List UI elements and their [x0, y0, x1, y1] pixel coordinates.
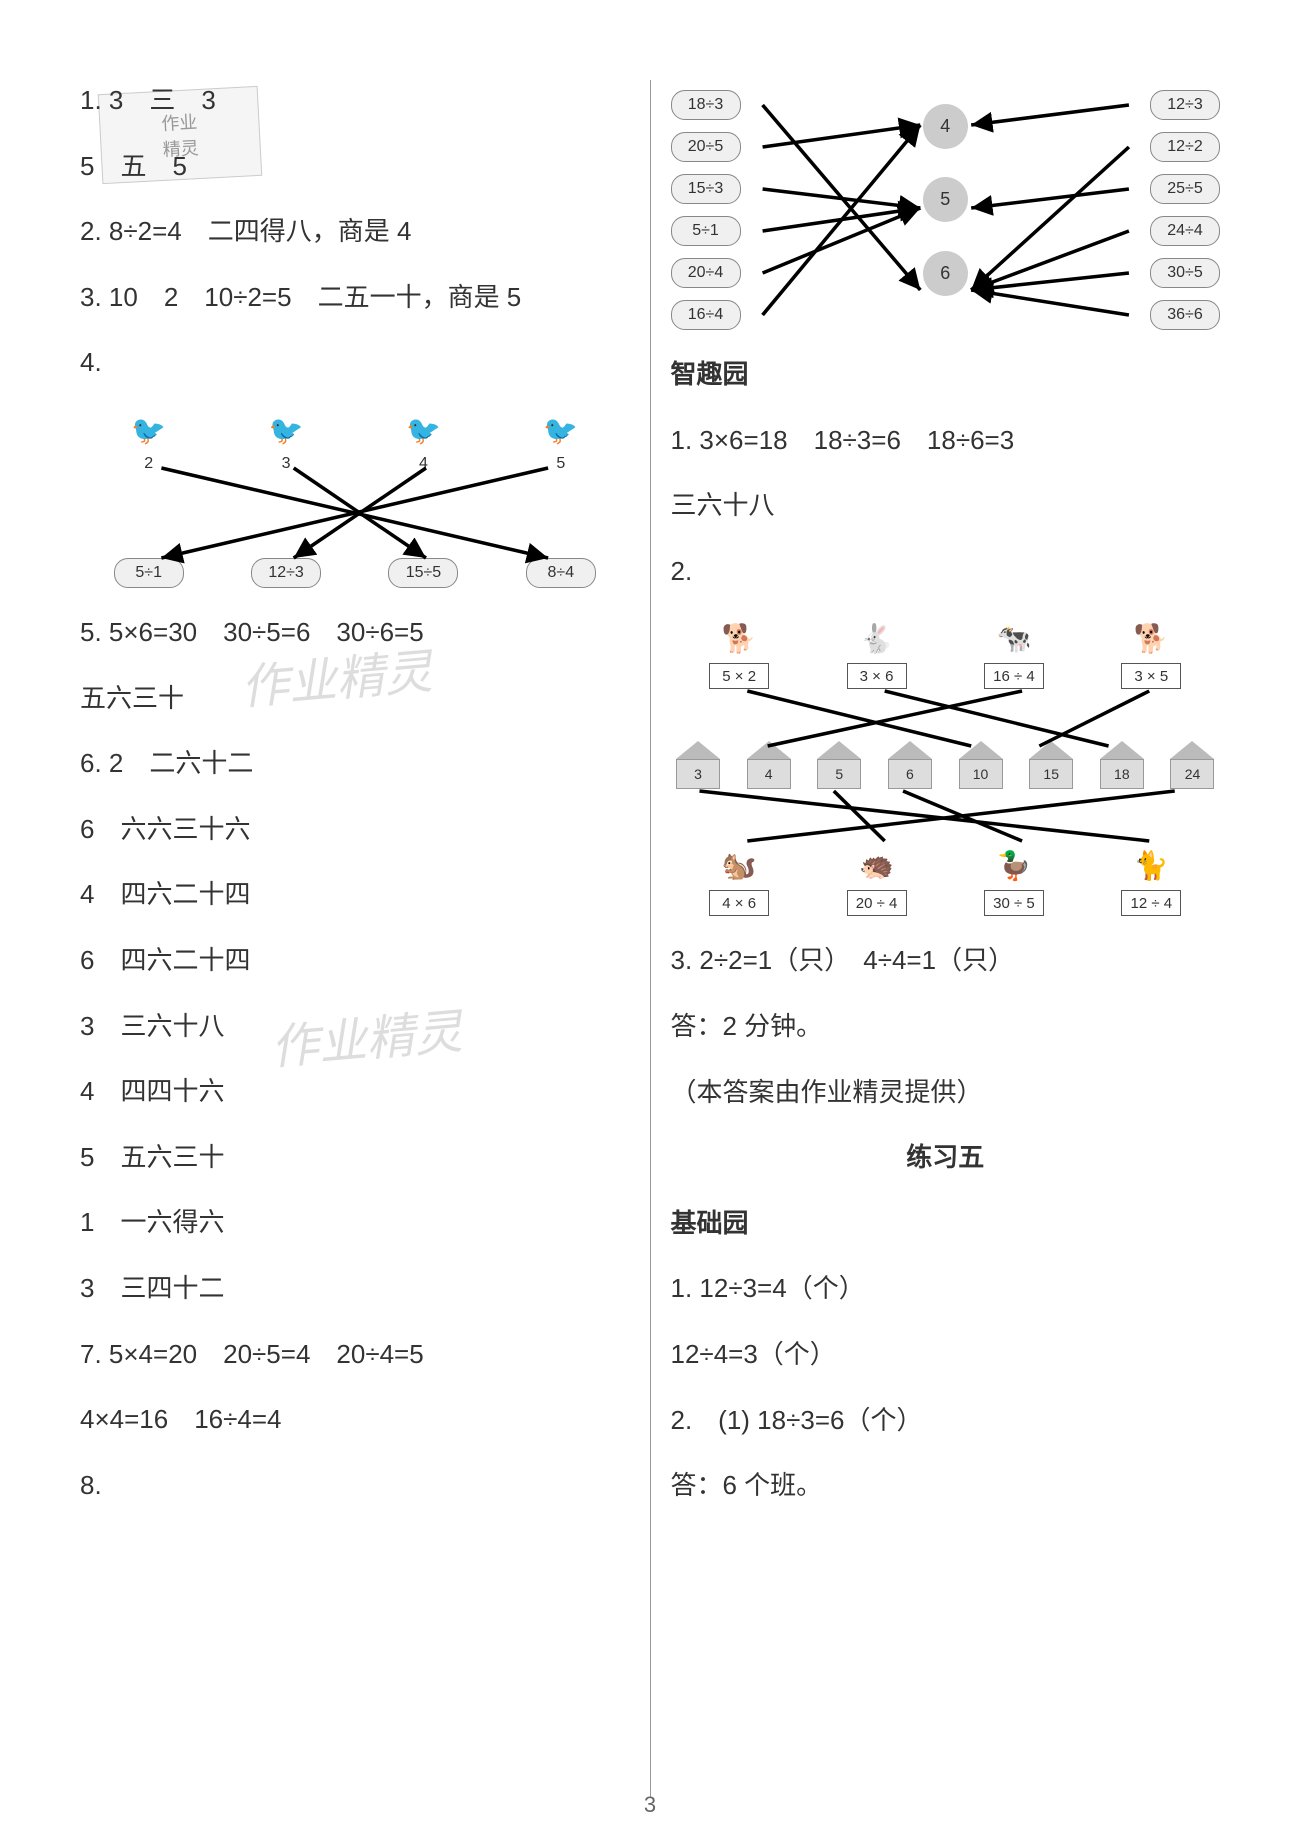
monkey-4: 4 — [923, 104, 968, 149]
dt-middle-col: 4 5 6 — [923, 90, 968, 310]
right-line-5b: 答：6 个班。 — [671, 1465, 1221, 1507]
monkey-6: 6 — [923, 251, 968, 296]
dr2-top-1: 3 × 6 — [847, 663, 907, 689]
dr2-top: 🐕5 × 2 🐇3 × 6 🐄16 ÷ 4 🐕3 × 5 — [671, 616, 1221, 689]
animal-icon: 🦔 — [852, 843, 902, 888]
dt-left-col: 18÷3 20÷5 15÷3 5÷1 20÷4 16÷4 — [671, 90, 741, 330]
bird-icon: 🐦 — [398, 408, 448, 453]
dt-right-4: 30÷5 — [1150, 258, 1220, 288]
right-line-3c: （本答案由作业精灵提供） — [671, 1072, 1221, 1114]
house-5: 15 — [1029, 759, 1073, 789]
dr2-bot-2: 30 ÷ 5 — [984, 890, 1044, 916]
heading-lianxi5: 练习五 — [671, 1137, 1221, 1179]
dt-right-3: 24÷4 — [1150, 216, 1220, 246]
left-line-7: 7. 5×4=20 20÷5=4 20÷4=5 — [80, 1334, 630, 1376]
left-line-6i: 3 三四十二 — [80, 1268, 630, 1310]
left-line-6g: 5 五六三十 — [80, 1137, 630, 1179]
monkey-5: 5 — [923, 177, 968, 222]
house-4: 10 — [959, 759, 1003, 789]
animal-icon: 🐈 — [1126, 843, 1176, 888]
heading-jichu: 基础园 — [671, 1203, 1221, 1245]
dt-left-0: 18÷3 — [671, 90, 741, 120]
left-line-5: 5. 5×6=30 30÷5=6 30÷6=5 — [80, 612, 630, 654]
bird-icon: 🐦 — [536, 408, 586, 453]
left-line-6h: 1 一六得六 — [80, 1202, 630, 1244]
d4-top-0: 2 — [144, 455, 153, 473]
d4-bot-1: 12÷3 — [251, 558, 321, 588]
dt-left-1: 20÷5 — [671, 132, 741, 162]
right-line-3: 3. 2÷2=1（只） 4÷4=1（只） — [671, 940, 1221, 982]
animal-icon: 🐕 — [714, 616, 764, 661]
diagram-q4-bottom-row: 5÷1 12÷3 15÷5 8÷4 — [80, 558, 630, 588]
left-column: 1. 3 三 3 5 五 5 2. 8÷2=4 二四得八，商是 4 3. 10 … — [60, 80, 651, 1798]
dr2-bot-1: 20 ÷ 4 — [847, 890, 907, 916]
left-line-2: 2. 8÷2=4 二四得八，商是 4 — [80, 211, 630, 253]
dr2-bot-0: 4 × 6 — [709, 890, 769, 916]
dr2-top-3: 3 × 5 — [1121, 663, 1181, 689]
diagram-q4: 🐦 2 🐦 3 🐦 4 🐦 5 5÷1 12÷3 15÷5 8÷4 — [80, 408, 630, 588]
animal-icon: 🐿️ — [714, 843, 764, 888]
dt-left-2: 15÷3 — [671, 174, 741, 204]
left-line-6c: 4 四六二十四 — [80, 874, 630, 916]
dt-right-5: 36÷6 — [1150, 300, 1220, 330]
animal-icon: 🐇 — [852, 616, 902, 661]
animal-icon: 🐄 — [989, 616, 1039, 661]
dt-right-1: 12÷2 — [1150, 132, 1220, 162]
dr2-top-0: 5 × 2 — [709, 663, 769, 689]
left-line-8: 8. — [80, 1465, 630, 1507]
d4-bot-2: 15÷5 — [388, 558, 458, 588]
animal-icon: 🦆 — [989, 843, 1039, 888]
left-line-6f: 4 四四十六 — [80, 1071, 630, 1113]
right-line-5: 2. (1) 18÷3=6（个） — [671, 1400, 1221, 1442]
dr2-top-2: 16 ÷ 4 — [984, 663, 1044, 689]
left-line-1b: 5 五 5 — [80, 146, 630, 188]
house-3: 6 — [888, 759, 932, 789]
left-line-5b: 五六三十 — [80, 678, 630, 720]
d4-bot-0: 5÷1 — [114, 558, 184, 588]
left-line-7b: 4×4=16 16÷4=4 — [80, 1399, 630, 1441]
left-line-6b: 6 六六三十六 — [80, 809, 630, 851]
dt-left-4: 20÷4 — [671, 258, 741, 288]
left-line-4: 4. — [80, 342, 630, 384]
left-line-6d: 6 四六二十四 — [80, 940, 630, 982]
diagram-r2: 🐕5 × 2 🐇3 × 6 🐄16 ÷ 4 🐕3 × 5 3 4 5 6 10 … — [671, 616, 1221, 916]
left-line-6e: 3 三六十八 — [80, 1006, 630, 1048]
house-0: 3 — [676, 759, 720, 789]
d4-bot-3: 8÷4 — [526, 558, 596, 588]
house-6: 18 — [1100, 759, 1144, 789]
bird-icon: 🐦 — [124, 408, 174, 453]
dt-right-col: 12÷3 12÷2 25÷5 24÷4 30÷5 36÷6 — [1150, 90, 1220, 330]
right-line-1: 1. 3×6=18 18÷3=6 18÷6=3 — [671, 420, 1221, 462]
page-number: 3 — [644, 1792, 656, 1818]
dt-left-3: 5÷1 — [671, 216, 741, 246]
right-column: 18÷3 20÷5 15÷3 5÷1 20÷4 16÷4 4 5 6 12÷3 … — [651, 80, 1241, 1798]
left-line-3: 3. 10 2 10÷2=5 二五一十，商是 5 — [80, 277, 630, 319]
right-line-2: 2. — [671, 551, 1221, 593]
diagram-top: 18÷3 20÷5 15÷3 5÷1 20÷4 16÷4 4 5 6 12÷3 … — [671, 90, 1221, 330]
left-line-1: 1. 3 三 3 — [80, 80, 630, 122]
d4-top-2: 4 — [419, 455, 428, 473]
d4-top-1: 3 — [282, 455, 291, 473]
bird-icon: 🐦 — [261, 408, 311, 453]
dt-right-2: 25÷5 — [1150, 174, 1220, 204]
diagram-q4-top-row: 🐦 2 🐦 3 🐦 4 🐦 5 — [80, 408, 630, 473]
house-1: 4 — [747, 759, 791, 789]
heading-zhiqu: 智趣园 — [671, 354, 1221, 396]
right-line-1b: 三六十八 — [671, 485, 1221, 527]
dr2-bottom: 🐿️4 × 6 🦔20 ÷ 4 🦆30 ÷ 5 🐈12 ÷ 4 — [671, 843, 1221, 916]
house-7: 24 — [1170, 759, 1214, 789]
right-line-3b: 答：2 分钟。 — [671, 1006, 1221, 1048]
left-line-6: 6. 2 二六十二 — [80, 743, 630, 785]
page-container: 1. 3 三 3 5 五 5 2. 8÷2=4 二四得八，商是 4 3. 10 … — [0, 0, 1300, 1838]
dr2-houses: 3 4 5 6 10 15 18 24 — [671, 741, 1221, 789]
right-line-4b: 12÷4=3（个） — [671, 1334, 1221, 1376]
dt-left-5: 16÷4 — [671, 300, 741, 330]
house-2: 5 — [817, 759, 861, 789]
animal-icon: 🐕 — [1126, 616, 1176, 661]
dr2-bot-3: 12 ÷ 4 — [1121, 890, 1181, 916]
d4-top-3: 5 — [556, 455, 565, 473]
dt-right-0: 12÷3 — [1150, 90, 1220, 120]
right-line-4: 1. 12÷3=4（个） — [671, 1268, 1221, 1310]
